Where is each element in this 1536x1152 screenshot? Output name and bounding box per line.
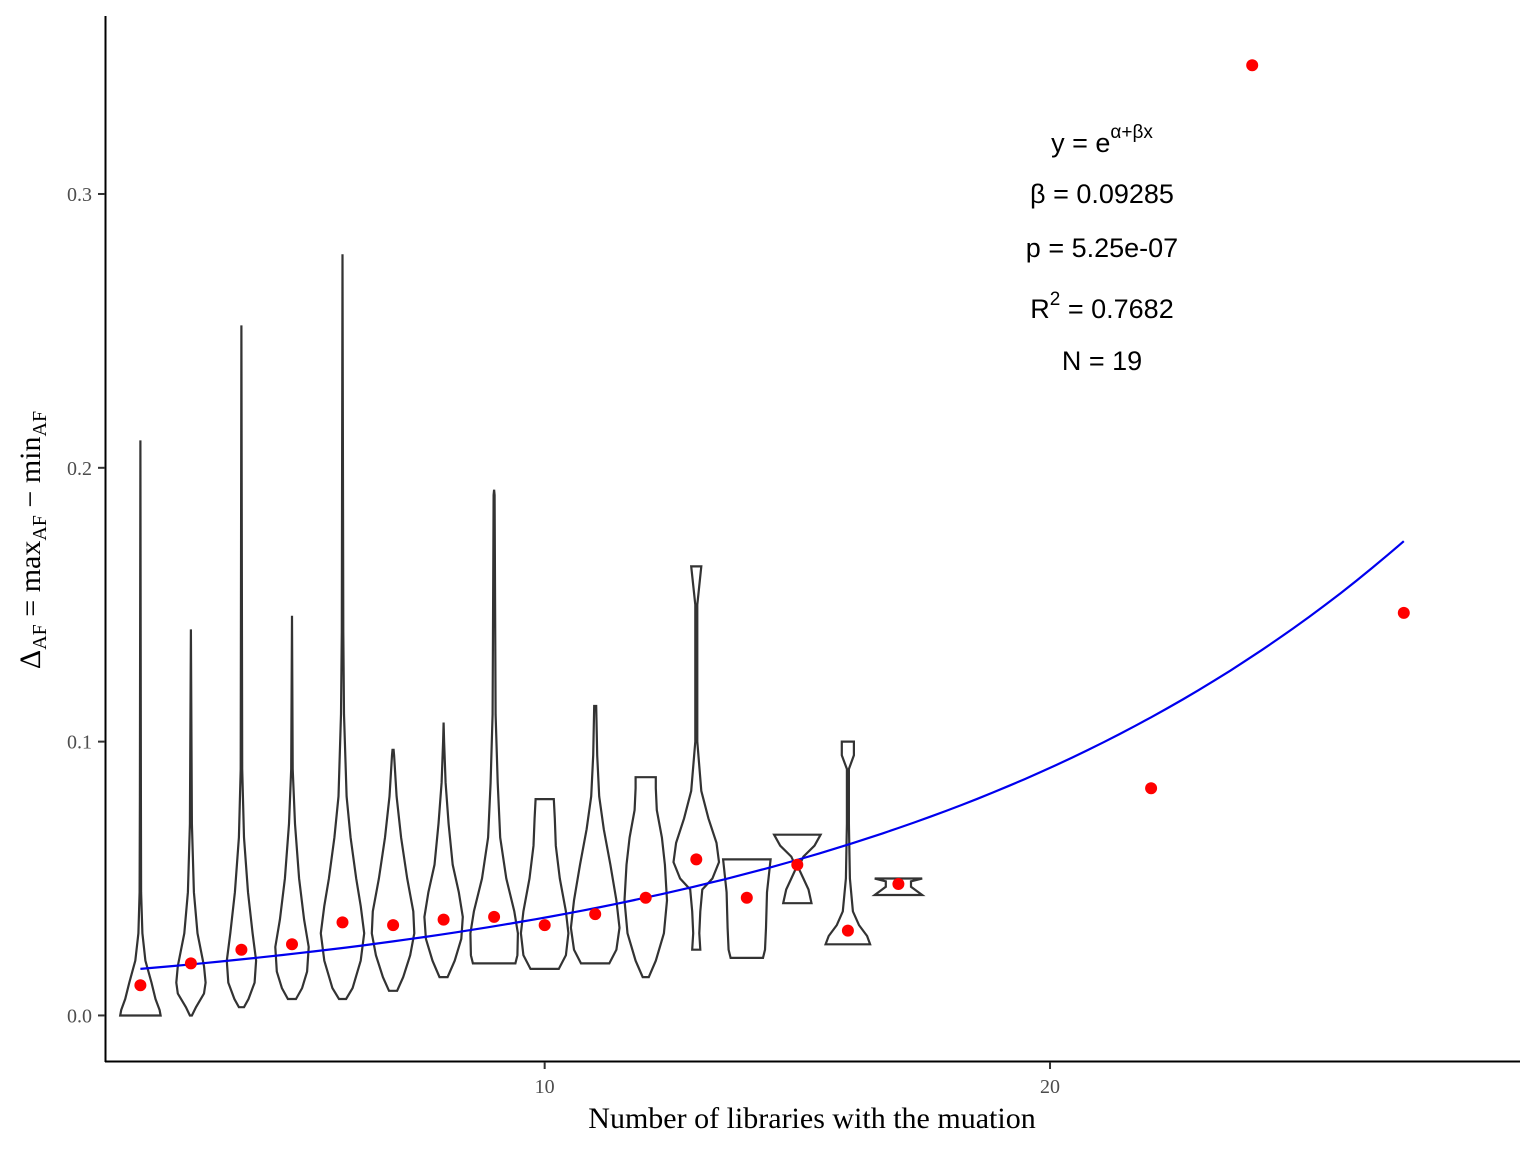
point-4 — [235, 943, 248, 956]
point-8 — [437, 913, 450, 926]
y-title-minus: − min — [14, 436, 47, 515]
y-tick-label: 0.0 — [67, 1005, 92, 1027]
point-22 — [1145, 782, 1158, 795]
point-6 — [336, 916, 349, 929]
y-title-sub3: AF — [29, 411, 51, 437]
point-12 — [639, 891, 652, 904]
violin-17 — [871, 877, 926, 897]
point-11 — [589, 908, 602, 921]
violin-14 — [721, 858, 772, 959]
violin-2 — [118, 440, 162, 1017]
annotation-n: N = 19 — [1062, 346, 1142, 376]
violin-group — [118, 254, 926, 1017]
annotation-beta: β = 0.09285 — [1030, 179, 1174, 209]
y-axis-title: ΔAF = maxAF − minAF — [14, 411, 51, 669]
annotation-p: p = 5.25e-07 — [1026, 233, 1178, 263]
y-tick-label: 0.3 — [67, 184, 92, 206]
y-title-sub2: AF — [29, 515, 51, 541]
violin-15 — [772, 833, 823, 905]
violin-12 — [623, 776, 669, 979]
point-17 — [892, 878, 905, 890]
violin-10 — [519, 798, 570, 970]
point-13 — [690, 853, 703, 866]
point-27 — [1397, 606, 1410, 619]
x-tick-label: 20 — [1040, 1076, 1060, 1098]
violin-9 — [469, 489, 520, 965]
x-tick-label: 10 — [535, 1076, 555, 1098]
violin-6 — [319, 254, 366, 1001]
y-tick-label: 0.1 — [67, 732, 92, 754]
point-16 — [841, 924, 854, 937]
violin-11 — [569, 704, 621, 965]
y-title-delta: Δ — [14, 650, 47, 669]
point-7 — [387, 919, 400, 932]
point-15 — [791, 858, 804, 871]
annotation-r2: R2 = 0.7682 — [1030, 289, 1173, 324]
x-axis-title: Number of libraries with the muation — [588, 1102, 1035, 1135]
violin-3 — [175, 629, 207, 1017]
x-ticks: 10 20 — [535, 1062, 1060, 1098]
point-9 — [488, 910, 501, 923]
violin-4 — [225, 325, 258, 1009]
y-title-eq: = max — [14, 541, 47, 625]
point-2 — [134, 979, 147, 992]
y-tick-label: 0.2 — [67, 458, 92, 480]
fit-line-group — [140, 540, 1405, 970]
annotation-block: y = eα+βx β = 0.09285 p = 5.25e-07 R2 = … — [1026, 122, 1178, 376]
point-14 — [740, 891, 753, 904]
fit-line — [140, 540, 1405, 970]
y-title-sub1: AF — [29, 624, 51, 650]
violin-13 — [672, 565, 721, 951]
violin-8 — [423, 722, 464, 979]
points-group — [134, 59, 1410, 992]
point-3 — [184, 957, 197, 970]
point-24 — [1246, 59, 1259, 72]
violin-16 — [824, 740, 872, 946]
point-5 — [286, 938, 298, 951]
point-10 — [538, 919, 551, 932]
violin-7 — [370, 748, 416, 992]
y-ticks: 0.0 0.1 0.2 0.3 — [67, 184, 105, 1027]
annotation-formula: y = eα+βx — [1051, 122, 1153, 158]
